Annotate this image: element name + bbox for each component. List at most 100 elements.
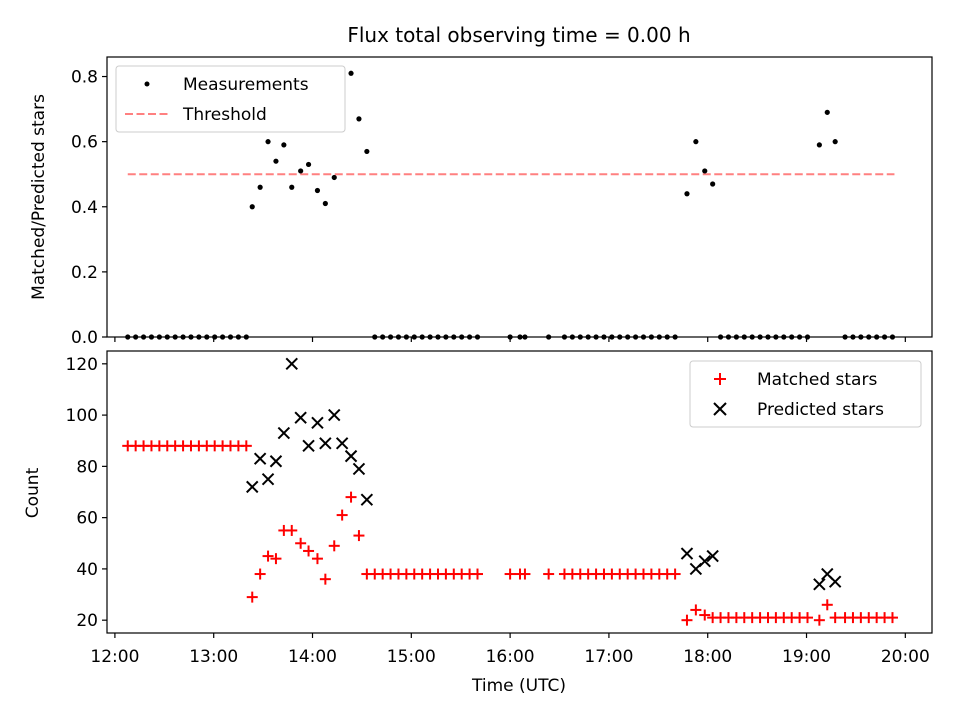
matched-star-point	[262, 550, 274, 562]
predicted-star-point	[680, 547, 694, 560]
bottom-x-tick-label: 15:00	[387, 647, 436, 667]
measurement-point	[684, 191, 690, 197]
predicted-star-point	[311, 416, 324, 429]
matched-star-point	[669, 568, 681, 580]
predicted-star-point	[246, 480, 259, 494]
legend-threshold-label: Threshold	[182, 105, 267, 125]
predicted-star-point	[352, 462, 366, 476]
measurement-point	[824, 109, 830, 115]
matched-star-point	[802, 612, 814, 624]
measurement-point	[356, 116, 362, 122]
measurement-point	[816, 142, 822, 148]
measurement-point	[265, 139, 271, 145]
legend-predicted-marker	[713, 402, 727, 416]
measurement-point	[289, 184, 295, 190]
top-y-axis-label: Matched/Predicted stars	[29, 94, 49, 300]
matched-star-point	[295, 537, 307, 549]
bottom-series-layer	[122, 357, 898, 626]
matched-star-point	[886, 612, 898, 624]
measurement-point	[314, 187, 321, 194]
top-legend: Measurements Threshold	[115, 65, 346, 133]
measurement-point	[257, 184, 263, 190]
matched-star-point	[681, 614, 693, 626]
predicted-star-point	[360, 493, 374, 506]
bottom-x-tick-label: 12:00	[90, 647, 139, 667]
measurement-point	[273, 158, 279, 164]
bottom-x-tick-label: 16:00	[486, 647, 535, 667]
predicted-star-point	[269, 455, 283, 468]
top-y-tick-label: 0.0	[71, 328, 98, 348]
bottom-legend: Matched stars Predicted stars	[689, 360, 922, 428]
top-y-tick-label: 0.8	[71, 68, 98, 88]
predicted-star-point	[706, 549, 719, 563]
matched-star-point	[336, 509, 348, 521]
bottom-legend-box	[689, 360, 922, 428]
matched-star-point	[303, 545, 315, 557]
matched-star-point	[270, 553, 282, 565]
predicted-star-point	[294, 411, 307, 424]
predicted-star-point	[302, 439, 315, 453]
top-y-tick-label: 0.4	[71, 198, 98, 218]
bottom-y-tick-label: 100	[66, 406, 98, 426]
predicted-star-point	[328, 408, 341, 422]
top-x-ticks	[114, 337, 906, 342]
matched-star-point	[286, 524, 298, 536]
bottom-y-tick-label: 60	[76, 509, 98, 529]
top-axes-frame	[106, 56, 933, 338]
bottom-x-axis-label: Time (UTC)	[471, 676, 566, 696]
bottom-y-tick-label: 40	[76, 560, 98, 580]
bottom-y-tick-label: 80	[76, 457, 98, 477]
predicted-star-point	[261, 472, 275, 486]
matched-star-point	[690, 604, 702, 616]
matched-star-point	[328, 540, 340, 552]
bottom-panel: 20 40 60 80 100 120 12:00 13:00 14:00 15:00 16:00…	[23, 350, 933, 696]
bottom-axes-frame	[106, 350, 933, 634]
matched-star-point	[345, 491, 357, 503]
bottom-y-tick-label: 20	[76, 611, 98, 631]
predicted-star-point	[698, 555, 711, 568]
legend-matched-label: Matched stars	[757, 370, 877, 390]
matched-star-point	[829, 612, 841, 624]
measurement-point	[693, 139, 699, 145]
measurement-point	[702, 168, 708, 174]
legend-measurements-label: Measurements	[183, 75, 309, 95]
bottom-x-tick-label: 17:00	[584, 647, 633, 667]
bottom-x-tick-label: 20:00	[881, 647, 930, 667]
measurement-point	[305, 161, 312, 168]
top-y-tick-label: 0.2	[71, 263, 98, 283]
matched-star-point	[319, 573, 331, 585]
bottom-x-tick-label: 19:00	[782, 647, 831, 667]
matched-star-point	[472, 568, 484, 580]
matched-star-point	[311, 553, 323, 565]
top-y-tick-label: 0.6	[71, 133, 98, 153]
measurement-point	[832, 139, 838, 145]
legend-matched-marker	[714, 373, 726, 385]
measurement-point	[331, 174, 337, 181]
top-y-ticks: 0.0 0.2 0.4 0.6 0.8	[71, 68, 107, 348]
measurement-point	[322, 200, 328, 207]
bottom-y-axis-label: Count	[23, 467, 43, 518]
matched-star-point	[246, 591, 258, 603]
predicted-star-point	[253, 452, 267, 465]
predicted-star-point	[285, 357, 298, 371]
predicted-star-point	[335, 437, 349, 450]
matched-star-point	[543, 568, 555, 580]
measurement-point	[348, 70, 354, 76]
bottom-x-tick-label: 14:00	[288, 647, 337, 667]
bottom-x-tick-label: 18:00	[683, 647, 732, 667]
matched-star-point	[504, 568, 516, 580]
legend-measurements-marker	[144, 81, 150, 87]
bottom-y-tick-label: 120	[66, 355, 98, 375]
predicted-star-point	[319, 437, 332, 450]
top-legend-box	[115, 65, 346, 133]
chart-title: Flux total observing time = 0.00 h	[347, 23, 690, 47]
bottom-x-ticks: 12:00 13:00 14:00 15:00 16:00 17:00 18:00 19:00…	[90, 633, 930, 667]
matched-star-point	[254, 568, 266, 580]
bottom-y-ticks: 20 40 60 80 100 120	[66, 355, 107, 631]
matched-star-point	[353, 530, 365, 542]
matched-star-point	[821, 599, 833, 611]
measurement-point	[249, 204, 255, 210]
predicted-star-point	[344, 449, 358, 463]
predicted-star-point	[813, 578, 826, 591]
